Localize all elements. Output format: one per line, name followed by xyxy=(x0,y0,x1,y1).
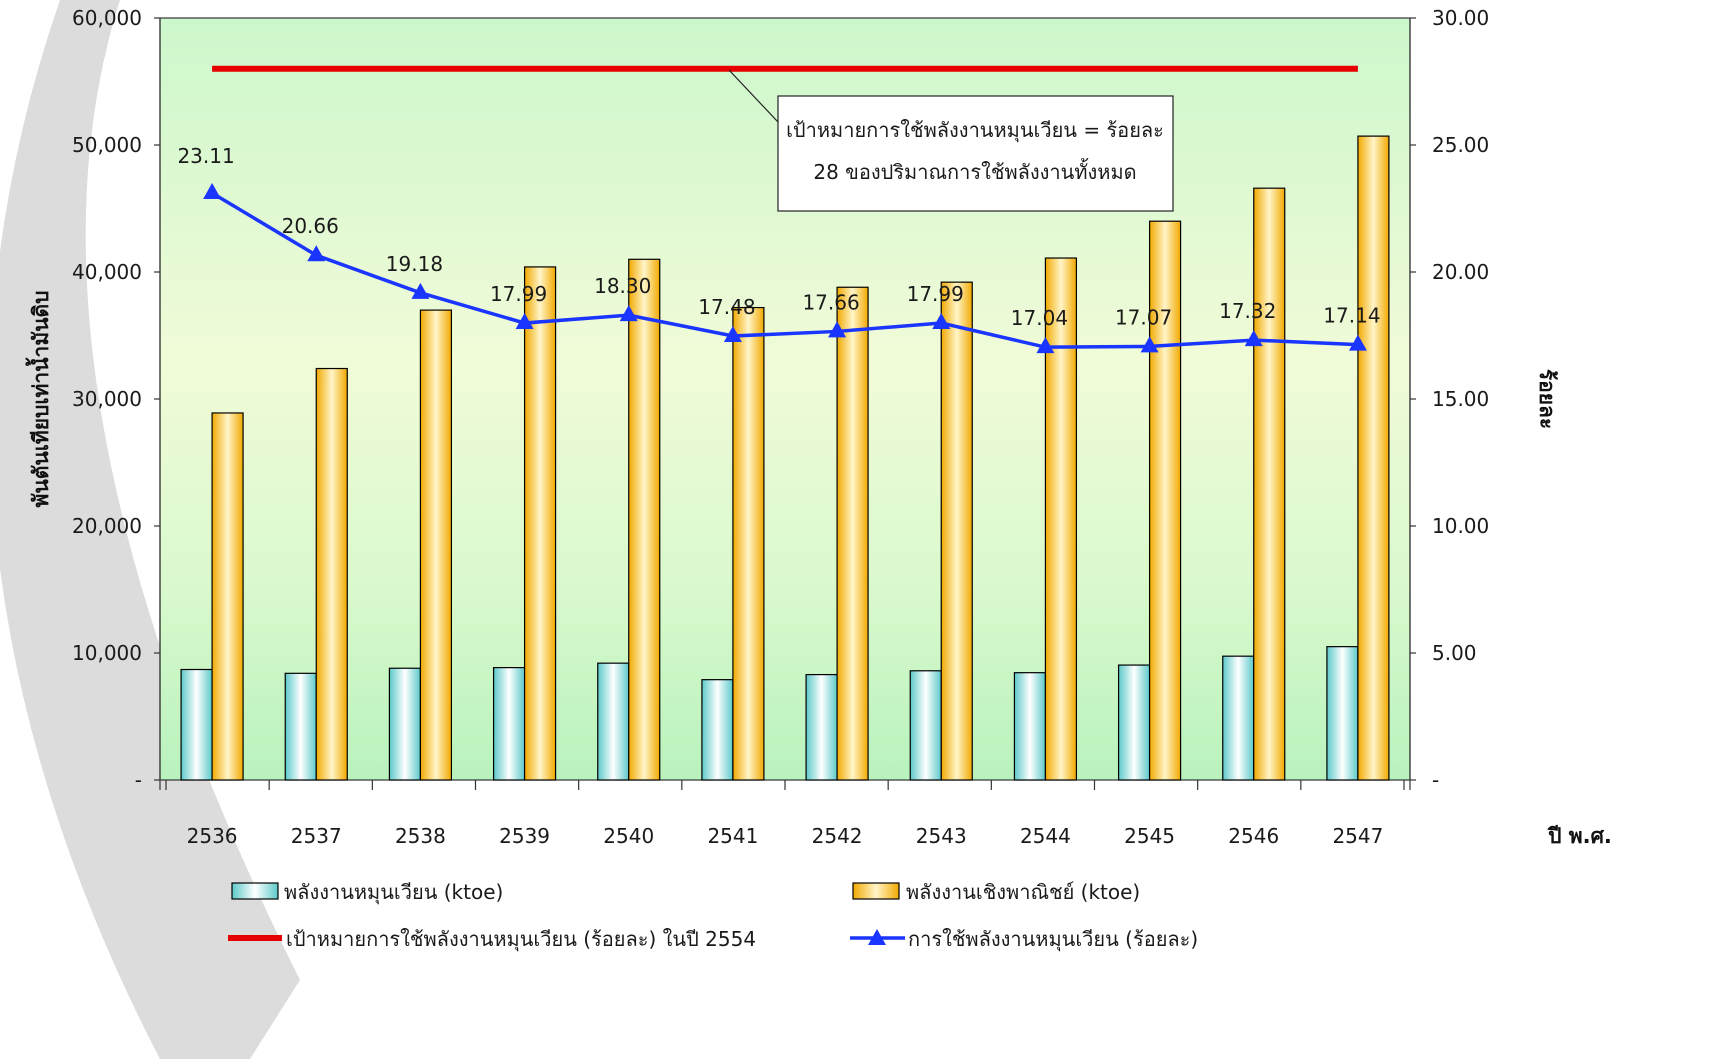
bar-renewable xyxy=(597,662,630,781)
usage-point xyxy=(619,305,638,322)
bar-renewable xyxy=(388,667,422,781)
usage-point xyxy=(411,282,430,299)
y2-tick-label: 25.00 xyxy=(1432,133,1489,157)
usage-data-label: 17.48 xyxy=(698,295,755,319)
usage-data-label: 20.66 xyxy=(282,214,339,238)
usage-point xyxy=(1348,334,1367,351)
bar-commercial xyxy=(419,309,453,781)
usage-point xyxy=(1140,336,1159,353)
x-tick-label: 2539 xyxy=(499,824,550,848)
legend: พลังงานหมุนเวียน (ktoe) พลังงานเชิงพาณิช… xyxy=(228,880,1198,952)
usage-data-label: 17.04 xyxy=(1011,306,1068,330)
bar-commercial xyxy=(1253,187,1286,781)
legend-item-renewable[interactable]: พลังงานหมุนเวียน (ktoe) xyxy=(231,880,503,905)
legend-item-usage[interactable]: การใช้พลังงานหมุนเวียน (ร้อยละ) xyxy=(850,927,1198,952)
y-tick-label: 40,000 xyxy=(72,260,142,284)
annotation-line-2: 28 ของปริมาณการใช้พลังงานทั้งหมด xyxy=(813,158,1136,184)
bar-commercial xyxy=(836,286,869,781)
usage-point xyxy=(1244,330,1263,347)
bar-commercial xyxy=(1044,257,1078,781)
usage-data-label: 17.07 xyxy=(1115,305,1172,329)
usage-data-label: 23.11 xyxy=(177,144,234,168)
usage-point xyxy=(828,321,847,338)
usage-data-label: 17.99 xyxy=(490,282,547,306)
usage-data-label: 17.14 xyxy=(1323,304,1380,328)
x-tick-label: 2546 xyxy=(1228,824,1279,848)
bar-renewable xyxy=(1013,672,1047,781)
usage-point xyxy=(723,326,742,343)
bars xyxy=(180,135,1390,781)
y-axis-title: พันตันเทียบเท่าน้ำมันดิบ xyxy=(25,291,53,508)
axes: - 10,000 20,000 30,000 40,000 50,000 60,000 - 5.… xyxy=(72,6,1489,848)
bar-commercial xyxy=(523,266,557,781)
usage-point xyxy=(1036,337,1055,354)
y2-tick-label: 20.00 xyxy=(1432,260,1489,284)
bar-commercial xyxy=(1357,135,1390,781)
bar-renewable xyxy=(1326,646,1359,781)
bar-commercial xyxy=(628,258,661,781)
legend-label-usage: การใช้พลังงานหมุนเวียน (ร้อยละ) xyxy=(908,927,1198,952)
x-tick-label: 2541 xyxy=(707,824,758,848)
bar-commercial xyxy=(315,367,348,781)
x-tick-label: 2543 xyxy=(916,824,967,848)
x-tick-label: 2538 xyxy=(395,824,446,848)
y-tick-label: - xyxy=(135,768,142,792)
x-tick-label: 2537 xyxy=(291,824,342,848)
legend-swatch-commercial xyxy=(852,882,900,900)
x-tick-label: 2547 xyxy=(1332,824,1383,848)
legend-label-commercial: พลังงานเชิงพาณิชย์ (ktoe) xyxy=(906,880,1140,904)
bar-renewable xyxy=(1117,664,1151,781)
y2-tick-label: 10.00 xyxy=(1432,514,1489,538)
y2-tick-label: 30.00 xyxy=(1432,6,1489,30)
background-swoosh xyxy=(0,0,300,1059)
y2-tick-label: 15.00 xyxy=(1432,387,1489,411)
bar-renewable xyxy=(701,679,734,781)
legend-swatch-renewable xyxy=(231,882,279,900)
bar-commercial xyxy=(1148,220,1182,781)
bar-renewable xyxy=(284,672,317,781)
legend-label-renewable: พลังงานหมุนเวียน (ktoe) xyxy=(284,880,503,905)
y-tick-label: 60,000 xyxy=(72,6,142,30)
bar-commercial xyxy=(211,412,244,781)
y2-tick-label: - xyxy=(1432,768,1439,792)
y-tick-label: 10,000 xyxy=(72,641,142,665)
bar-renewable xyxy=(1222,655,1255,781)
x-axis-title: ปี พ.ศ. xyxy=(1546,824,1612,848)
y-tick-label: 50,000 xyxy=(72,133,142,157)
bar-renewable xyxy=(909,670,942,781)
y-tick-label: 30,000 xyxy=(72,387,142,411)
bar-renewable xyxy=(805,673,838,781)
lines: 23.11 20.66 19.18 17.99 18.30 17.48 17.66 17.99… xyxy=(177,65,1381,354)
bar-commercial xyxy=(940,281,973,781)
annotation-box xyxy=(777,95,1174,212)
bar-renewable xyxy=(180,668,213,781)
legend-item-target[interactable]: เป้าหมายการใช้พลังงานหมุนเวียน (ร้อยละ) … xyxy=(228,927,756,952)
usage-point xyxy=(932,313,951,330)
y2-axis-title: ร้อยละ xyxy=(1535,369,1559,429)
usage-data-label: 17.99 xyxy=(907,282,964,306)
bar-commercial xyxy=(732,306,765,781)
x-tick-label: 2544 xyxy=(1020,824,1071,848)
x-tick-label: 2540 xyxy=(603,824,654,848)
usage-line xyxy=(211,191,1358,349)
usage-data-label: 19.18 xyxy=(386,252,443,276)
usage-data-label: 18.30 xyxy=(594,274,651,298)
legend-swatch-usage-marker xyxy=(868,929,886,945)
x-tick-label: 2545 xyxy=(1124,824,1175,848)
annotation-leader xyxy=(728,69,779,123)
legend-label-target: เป้าหมายการใช้พลังงานหมุนเวียน (ร้อยละ) … xyxy=(286,927,756,952)
y-tick-label: 20,000 xyxy=(72,514,142,538)
x-tick-label: 2536 xyxy=(187,824,238,848)
usage-point xyxy=(307,245,326,262)
legend-item-commercial[interactable]: พลังงานเชิงพาณิชย์ (ktoe) xyxy=(852,880,1140,904)
usage-data-label: 17.32 xyxy=(1219,299,1276,323)
x-tick-label: 2542 xyxy=(812,824,863,848)
bar-renewable xyxy=(492,667,526,781)
usage-data-label: 17.66 xyxy=(802,290,859,314)
usage-point xyxy=(515,313,534,330)
annotation-line-1: เป้าหมายการใช้พลังงานหมุนเวียน = ร้อยละ xyxy=(786,118,1164,143)
y2-tick-label: 5.00 xyxy=(1432,641,1477,665)
usage-point xyxy=(203,183,222,200)
